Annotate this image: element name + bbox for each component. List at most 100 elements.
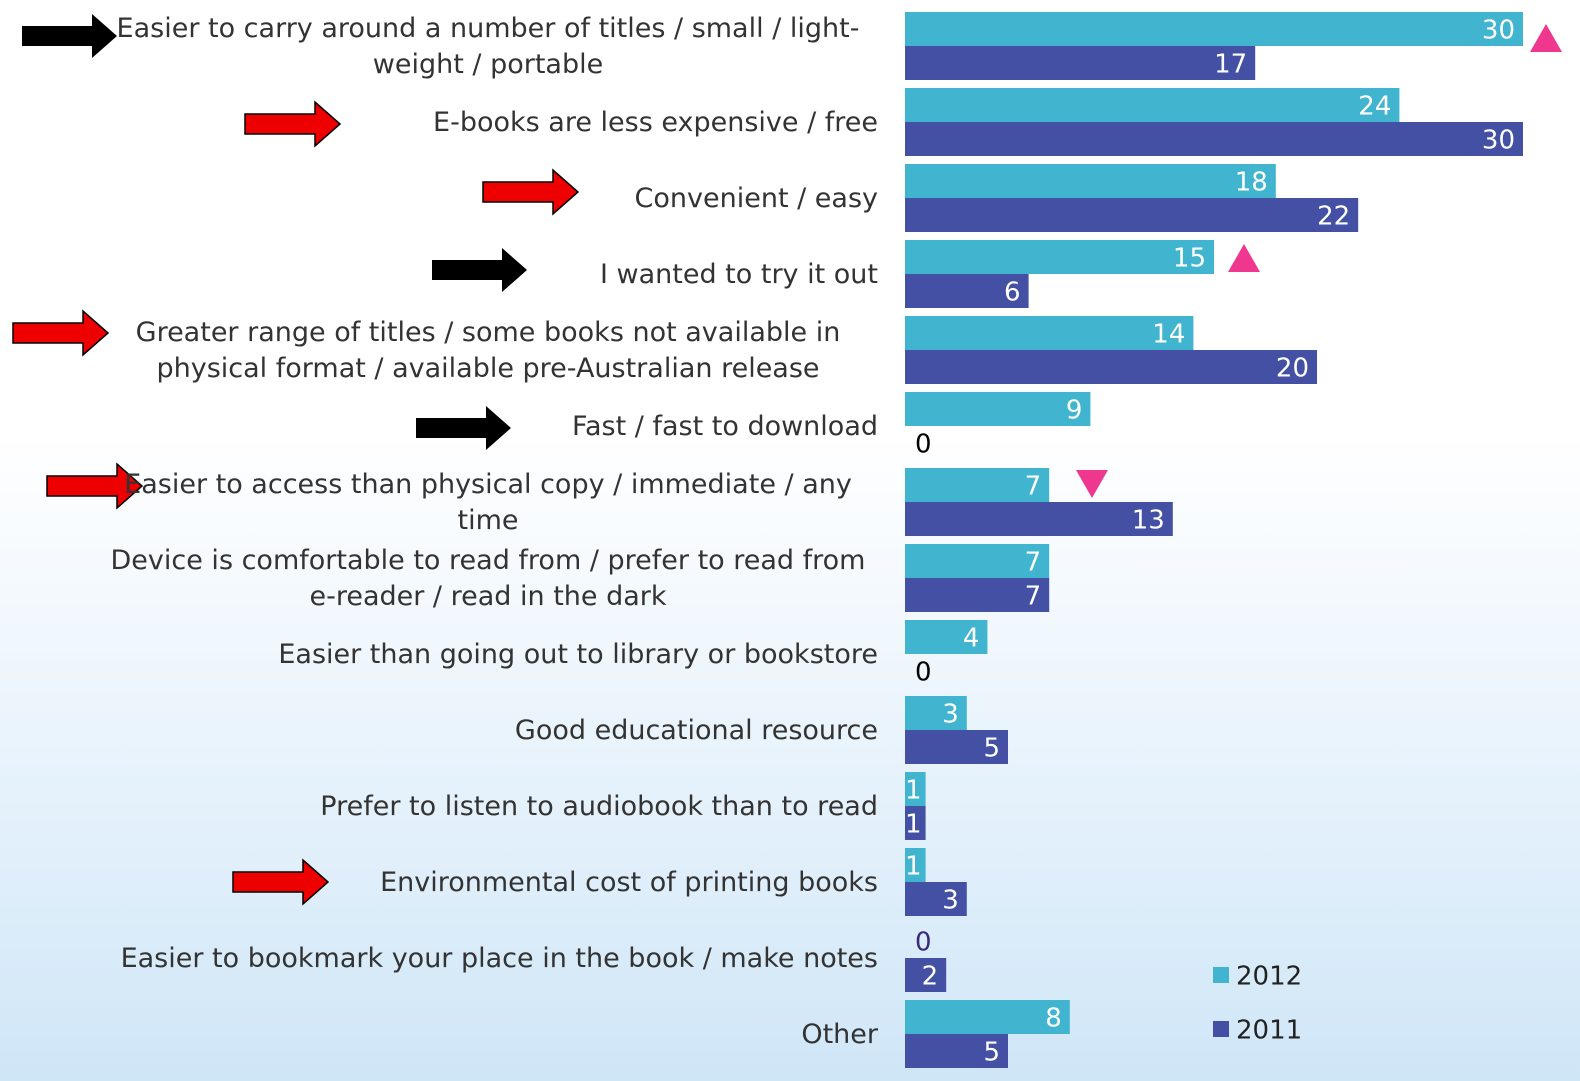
bar <box>905 198 1359 232</box>
legend-label: 2012 <box>1236 962 1302 992</box>
bar <box>905 848 926 882</box>
arrow <box>244 100 342 148</box>
value-label: 7 <box>1025 582 1042 612</box>
value-label: 1 <box>905 810 922 840</box>
bar <box>905 392 1091 426</box>
up-triangle <box>1530 24 1562 52</box>
category-label: Environmental cost of printing books <box>98 865 878 901</box>
bar <box>905 88 1400 122</box>
category-label: E-books are less expensive / free <box>98 105 878 141</box>
category-text: Good educational resource <box>514 715 878 746</box>
value-label: 2 <box>922 962 939 992</box>
bar <box>905 350 1317 384</box>
category-text: Device is comfortable to read from / pre… <box>110 545 866 612</box>
category-label: Convenient / easy <box>98 181 878 217</box>
bar <box>905 730 1008 764</box>
value-label: 17 <box>1214 50 1247 80</box>
legend-label: 2011 <box>1236 1016 1302 1046</box>
value-label: 15 <box>1173 244 1206 274</box>
bar <box>905 122 1523 156</box>
bar <box>905 468 1050 502</box>
value-label: 30 <box>1482 126 1515 156</box>
bar <box>905 46 1256 80</box>
category-label: Fast / fast to download <box>98 409 878 445</box>
category-label: Easier than going out to library or book… <box>98 637 878 673</box>
arrows <box>12 14 580 906</box>
arrow <box>46 462 144 510</box>
legend-swatch <box>1213 1021 1229 1037</box>
value-label: 5 <box>983 734 1000 764</box>
category-text: Greater range of titles / some books not… <box>135 317 841 384</box>
value-label: 3 <box>942 700 959 730</box>
category-label: Prefer to listen to audiobook than to re… <box>98 789 878 825</box>
bar <box>905 164 1276 198</box>
category-text: Easier to carry around a number of title… <box>116 13 860 80</box>
value-label: 3 <box>942 886 959 916</box>
category-text: I wanted to try it out <box>599 259 878 290</box>
value-label: 6 <box>1004 278 1021 308</box>
value-label: 7 <box>1025 548 1042 578</box>
value-label: 30 <box>1482 16 1515 46</box>
arrow <box>22 14 117 58</box>
category-label: Easier to carry around a number of title… <box>98 11 878 83</box>
category-label: I wanted to try it out <box>98 257 878 293</box>
value-label: 5 <box>983 1038 1000 1068</box>
category-text: Other <box>801 1019 878 1050</box>
value-label: 20 <box>1276 354 1309 384</box>
bar <box>905 578 1050 612</box>
value-label: 13 <box>1132 506 1165 536</box>
category-label: Other <box>98 1017 878 1053</box>
bar <box>905 696 967 730</box>
legend-swatch <box>1213 967 1229 983</box>
up-triangle <box>1228 244 1260 272</box>
down-triangle <box>1076 470 1108 498</box>
arrow <box>232 858 330 906</box>
value-label: 1 <box>905 852 922 882</box>
arrow <box>432 248 527 292</box>
category-text: Easier to access than physical copy / im… <box>124 469 852 536</box>
value-label: 0 <box>915 430 932 460</box>
value-label: 7 <box>1025 472 1042 502</box>
value-label: 18 <box>1235 168 1268 198</box>
bar <box>905 1034 1008 1068</box>
bar <box>905 958 947 992</box>
value-label: 22 <box>1317 202 1350 232</box>
bar <box>905 544 1050 578</box>
arrow <box>416 406 511 450</box>
category-text: Convenient / easy <box>634 183 878 214</box>
category-label: Easier to bookmark your place in the boo… <box>98 941 878 977</box>
bar <box>905 882 967 916</box>
bar <box>905 772 926 806</box>
bar <box>905 240 1214 274</box>
category-text: Fast / fast to download <box>571 411 878 442</box>
bar <box>905 502 1173 536</box>
category-label: Good educational resource <box>98 713 878 749</box>
value-label: 1 <box>905 776 922 806</box>
bar <box>905 12 1523 46</box>
category-text: Environmental cost of printing books <box>380 867 878 898</box>
value-label: 24 <box>1358 92 1391 122</box>
arrow <box>482 168 580 216</box>
markers <box>1076 24 1562 498</box>
bar <box>905 316 1194 350</box>
bar <box>905 274 1029 308</box>
category-label: Device is comfortable to read from / pre… <box>98 543 878 615</box>
value-label: 0 <box>915 928 932 958</box>
bar <box>905 1000 1070 1034</box>
value-label: 9 <box>1066 396 1083 426</box>
category-text: Easier to bookmark your place in the boo… <box>120 943 878 974</box>
value-label: 14 <box>1152 320 1185 350</box>
bar <box>905 620 988 654</box>
bar <box>905 806 926 840</box>
value-label: 0 <box>915 658 932 688</box>
value-label: 8 <box>1045 1004 1062 1034</box>
category-text: Prefer to listen to audiobook than to re… <box>320 791 878 822</box>
category-text: E-books are less expensive / free <box>433 107 878 138</box>
category-label: Easier to access than physical copy / im… <box>98 467 878 539</box>
value-label: 4 <box>963 624 980 654</box>
arrow <box>12 309 110 357</box>
category-label: Greater range of titles / some books not… <box>98 315 878 387</box>
category-text: Easier than going out to library or book… <box>278 639 878 670</box>
